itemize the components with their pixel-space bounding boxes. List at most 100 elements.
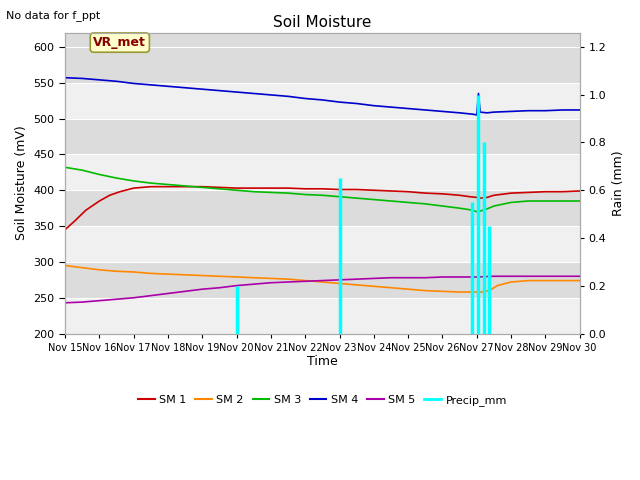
SM 3	[508, 200, 515, 205]
SM 1	[404, 189, 412, 194]
SM 5	[473, 274, 481, 280]
SM 2	[387, 285, 395, 290]
SM 1	[301, 186, 309, 192]
SM 3	[233, 187, 241, 193]
Y-axis label: Soil Moisture (mV): Soil Moisture (mV)	[15, 126, 28, 240]
SM 3	[164, 181, 172, 187]
SM 2	[353, 282, 360, 288]
Line: SM 4: SM 4	[65, 78, 580, 115]
SM 2	[524, 278, 532, 284]
SM 2	[147, 271, 155, 276]
SM 5	[216, 285, 223, 290]
SM 3	[147, 180, 155, 186]
SM 5	[508, 274, 515, 279]
SM 4	[267, 92, 275, 98]
SM 1	[438, 191, 446, 197]
SM 5	[267, 280, 275, 286]
SM 2	[422, 288, 429, 293]
SM 3	[130, 178, 138, 184]
Bar	[65, 298, 580, 334]
SM 1	[106, 192, 113, 198]
SM 4	[470, 111, 477, 117]
SM 5	[404, 275, 412, 281]
SM 3	[250, 189, 258, 194]
SM 3	[113, 175, 120, 181]
SM 3	[476, 208, 484, 214]
SM 2	[198, 273, 206, 278]
SM 5	[353, 276, 360, 282]
SM 4	[475, 91, 483, 96]
SM 2	[404, 286, 412, 292]
SM 4	[422, 107, 429, 113]
SM 3	[319, 192, 326, 198]
SM 4	[301, 96, 309, 101]
SM 2	[559, 278, 566, 284]
SM 4	[353, 101, 360, 107]
SM 3	[284, 190, 292, 196]
SM 1	[95, 198, 103, 204]
SM 1	[456, 192, 463, 198]
SM 4	[95, 77, 103, 83]
SM 2	[541, 278, 549, 284]
SM 3	[490, 203, 498, 209]
SM 2	[470, 289, 477, 295]
Bar	[65, 83, 580, 119]
SM 3	[483, 206, 491, 212]
SM 1	[541, 189, 549, 194]
SM 4	[559, 107, 566, 113]
SM 1	[422, 190, 429, 196]
SM 1	[164, 184, 172, 190]
SM 4	[113, 78, 120, 84]
SM 3	[404, 200, 412, 205]
SM 4	[130, 81, 138, 86]
SM 2	[476, 289, 484, 295]
SM 5	[147, 293, 155, 299]
SM 3	[370, 197, 378, 203]
SM 3	[198, 184, 206, 190]
Line: SM 3: SM 3	[65, 168, 580, 212]
SM 1	[576, 188, 584, 194]
SM 1	[233, 185, 241, 191]
SM 5	[319, 278, 326, 284]
SM 5	[250, 281, 258, 287]
SM 2	[493, 283, 501, 288]
SM 4	[79, 75, 86, 81]
SM 2	[301, 278, 309, 284]
SM 4	[319, 97, 326, 103]
SM 3	[301, 192, 309, 197]
SM 4	[250, 91, 258, 96]
SM 1	[250, 185, 258, 191]
SM 2	[250, 275, 258, 281]
SM 2	[370, 283, 378, 289]
SM 5	[422, 275, 429, 281]
SM 4	[476, 109, 484, 115]
SM 3	[336, 194, 344, 200]
SM 2	[233, 274, 241, 280]
SM 4	[370, 103, 378, 108]
SM 1	[116, 189, 124, 194]
SM 3	[470, 207, 477, 213]
SM 5	[576, 274, 584, 279]
SM 3	[422, 201, 429, 207]
SM 3	[181, 183, 189, 189]
SM 5	[336, 277, 344, 283]
SM 1	[284, 185, 292, 191]
SM 2	[130, 269, 138, 275]
SM 3	[576, 198, 584, 204]
SM 4	[404, 106, 412, 111]
SM 3	[79, 168, 86, 173]
SM 3	[473, 209, 481, 215]
SM 2	[284, 276, 292, 282]
SM 1	[483, 194, 491, 200]
SM 5	[370, 276, 378, 281]
SM 1	[490, 192, 498, 198]
SM 5	[164, 290, 172, 296]
SM 4	[198, 86, 206, 92]
SM 1	[387, 188, 395, 194]
SM 1	[267, 185, 275, 191]
SM 4	[336, 99, 344, 105]
SM 1	[353, 187, 360, 192]
SM 4	[387, 104, 395, 110]
SM 3	[387, 198, 395, 204]
SM 2	[95, 267, 103, 273]
